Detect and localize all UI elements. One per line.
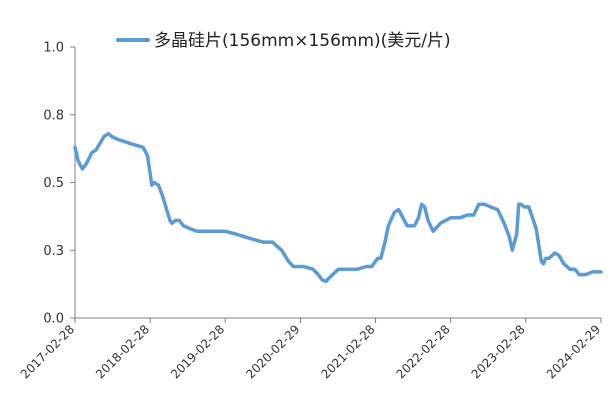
x-tick-label: 2024-02-29 <box>544 322 603 381</box>
y-tick-label: 0.0 <box>43 312 64 327</box>
legend: 多晶硅片(156mm×156mm)(美元/片) <box>116 31 451 51</box>
x-tick-label: 2019-02-28 <box>168 322 227 381</box>
y-tick-label: 0.5 <box>43 176 64 191</box>
x-tick-label: 2023-02-28 <box>469 322 528 381</box>
y-tick-label: 1.0 <box>43 41 64 56</box>
x-tick-label: 2017-02-28 <box>18 322 77 381</box>
x-tick-label: 2018-02-28 <box>93 322 152 381</box>
y-tick-label: 0.3 <box>43 244 64 259</box>
series-line <box>73 131 603 284</box>
y-ticks: 0.0 0.3 0.5 0.8 1.0 <box>43 41 75 327</box>
x-tick-label: 2022-02-28 <box>394 322 453 381</box>
y-tick-label: 0.8 <box>43 108 64 123</box>
x-ticks: 2017-02-28 2018-02-28 2019-02-28 2020-02-29… <box>18 318 603 381</box>
x-tick-label: 2021-02-28 <box>318 322 377 381</box>
x-tick-label: 2020-02-29 <box>243 322 302 381</box>
legend-label: 多晶硅片(156mm×156mm)(美元/片) <box>154 31 451 51</box>
